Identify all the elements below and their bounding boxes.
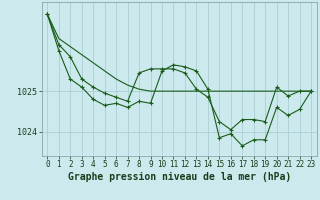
- X-axis label: Graphe pression niveau de la mer (hPa): Graphe pression niveau de la mer (hPa): [68, 172, 291, 182]
